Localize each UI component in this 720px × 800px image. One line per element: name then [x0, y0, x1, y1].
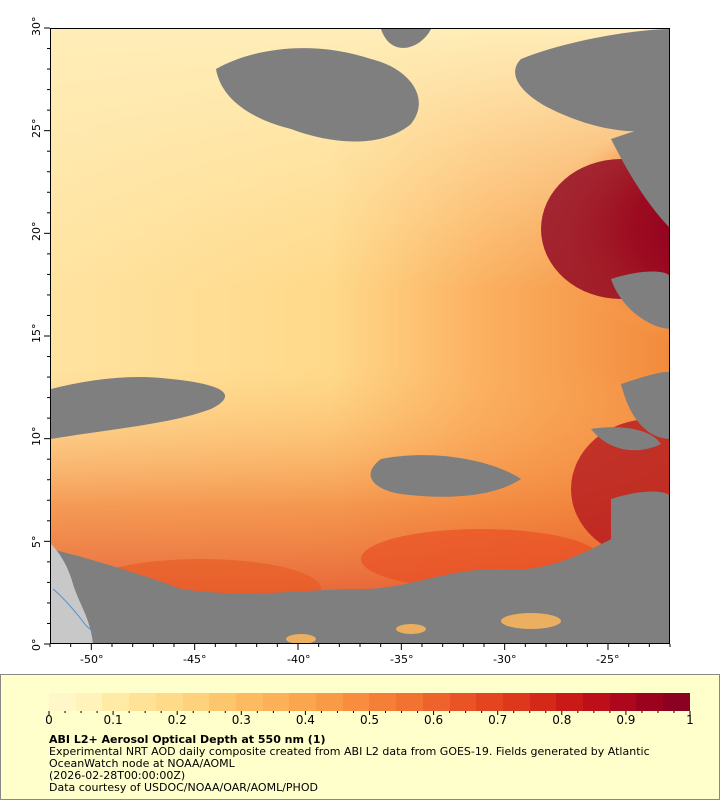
colorbar-swatch — [449, 693, 477, 711]
lon-label-m50: -50° — [80, 653, 104, 666]
lon-label-m30: -30° — [493, 653, 517, 666]
colorbar-swatch — [316, 693, 343, 711]
lat-label-5: 5° — [30, 535, 43, 549]
lat-label-0: 0° — [30, 638, 43, 652]
colorbar-swatch — [556, 693, 584, 711]
colorbar-swatch — [235, 693, 263, 711]
colorbar-tick-label: 0 — [45, 713, 53, 727]
colorbar-tick-label: 0.6 — [424, 713, 444, 727]
lon-label-m25: -25° — [596, 653, 620, 666]
colorbar-swatch — [75, 693, 103, 711]
colorbar — [49, 693, 690, 711]
colorbar-tick-label: 0.9 — [616, 713, 636, 727]
legend-timestamp: (2026-02-28T00:00:00Z) — [49, 769, 186, 782]
legend-credit: Data courtesy of USDOC/NOAA/OAR/AOML/PHO… — [49, 781, 318, 794]
colorbar-tick-label: 0.3 — [231, 713, 251, 727]
lon-label-m45: -45° — [183, 653, 207, 666]
lat-label-25: 25° — [30, 118, 43, 139]
legend-panel: 0 0.1 0.2 0.3 0.4 0.5 0.6 0.7 0.8 0.9 1 ABI L2+ Ae… — [0, 674, 720, 800]
lat-label-15: 15° — [30, 323, 43, 344]
colorbar-tick-label: 0.7 — [488, 713, 508, 727]
colorbar-tick-label: 0.5 — [359, 713, 380, 727]
dust-streaks — [286, 613, 561, 643]
colorbar-swatch — [262, 693, 290, 711]
colorbar-swatch — [663, 693, 690, 711]
colorbar-swatch — [369, 693, 397, 711]
colorbar-swatch — [182, 693, 210, 711]
lat-label-10: 10° — [30, 426, 43, 447]
colorbar-tick-label: 0.4 — [295, 713, 315, 727]
colorbar-swatch — [289, 693, 317, 711]
no-data-regions — [51, 29, 669, 643]
legend-title: ABI L2+ Aerosol Optical Depth at 550 nm … — [49, 733, 326, 746]
colorbar-tick-label: 1 — [686, 713, 694, 727]
colorbar-swatch — [49, 693, 76, 711]
aod-field — [51, 29, 669, 643]
lon-label-m40: -40° — [287, 653, 311, 666]
legend-description-line2: OceanWatch node at NOAA/AOML — [49, 757, 235, 770]
river — [52, 588, 94, 632]
colorbar-swatch — [102, 693, 130, 711]
colorbar-tick-label: 0.8 — [552, 713, 572, 727]
colorbar-swatch — [636, 693, 664, 711]
colorbar-swatch — [476, 693, 503, 711]
colorbar-swatch — [529, 693, 557, 711]
lat-label-30: 30° — [30, 16, 43, 37]
colorbar-tick-label: 0.2 — [167, 713, 187, 727]
colorbar-swatch — [609, 693, 637, 711]
colorbar-swatch — [502, 693, 530, 711]
legend-description-line1: Experimental NRT AOD daily composite cre… — [49, 745, 650, 758]
colorbar-swatch — [209, 693, 236, 711]
colorbar-swatch — [155, 693, 183, 711]
lat-label-20: 20° — [30, 221, 43, 242]
lon-label-m35: -35° — [390, 653, 414, 666]
land-region — [51, 544, 93, 643]
colorbar-swatch — [396, 693, 423, 711]
colorbar-swatch — [129, 693, 156, 711]
colorbar-swatch — [583, 693, 610, 711]
colorbar-tick-label: 0.1 — [103, 713, 123, 727]
colorbar-swatch — [342, 693, 370, 711]
aod-map[interactable] — [50, 28, 670, 644]
axes-ticks — [44, 27, 671, 650]
colorbar-swatch — [422, 693, 450, 711]
colorbar-ticks — [48, 711, 691, 715]
